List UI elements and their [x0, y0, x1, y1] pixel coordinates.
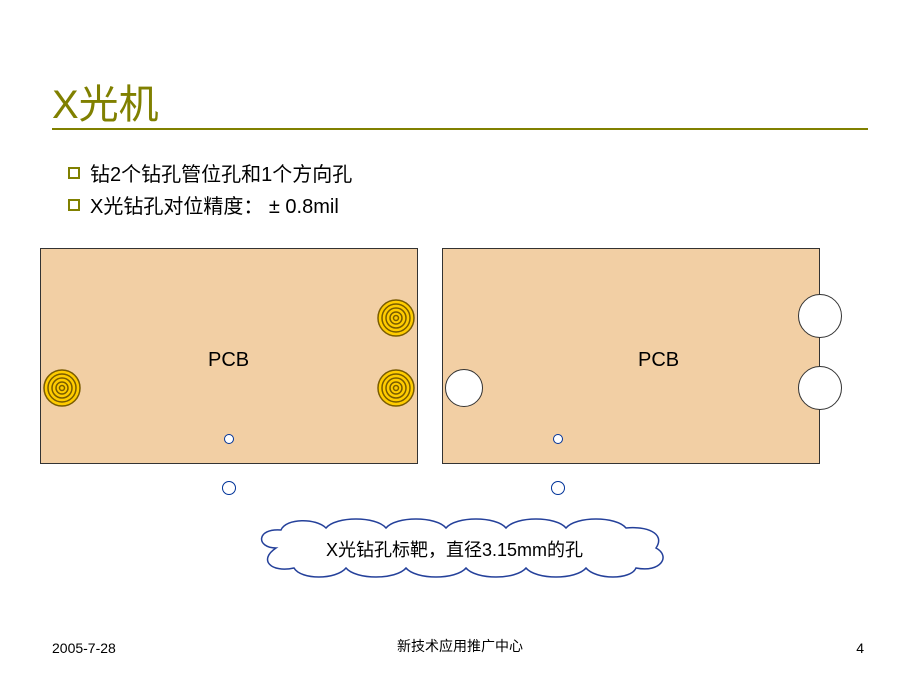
pcb-panel-right	[442, 248, 820, 464]
target-mark-left-3	[377, 369, 415, 407]
footer-center: 新技术应用推广中心	[0, 636, 920, 656]
pcb-label-left: PCB	[208, 349, 249, 372]
drilled-hole-right-1	[445, 369, 483, 407]
callout-text: X光钻孔标靶，直径3.15mm的孔	[326, 536, 583, 562]
direction-hole-left-outer	[222, 481, 236, 495]
target-mark-left-2	[377, 299, 415, 337]
bullet-icon	[68, 167, 80, 179]
target-mark-left-1	[43, 369, 81, 407]
pcb-label-right: PCB	[638, 349, 679, 372]
bullet-row-1: 钻2个钻孔管位孔和1个方向孔	[68, 158, 352, 187]
bullet-icon	[68, 199, 80, 211]
title-underline	[52, 128, 868, 130]
direction-hole-right-inner	[553, 434, 563, 444]
slide-title: X光机	[52, 72, 159, 130]
footer-page-number: 4	[856, 640, 864, 656]
bullet-row-2: X光钻孔对位精度： ± 0.8mil	[68, 190, 339, 219]
bullet-text-1: 钻2个钻孔管位孔和1个方向孔	[90, 158, 352, 187]
direction-hole-right-outer	[551, 481, 565, 495]
direction-hole-left-inner	[224, 434, 234, 444]
drilled-hole-right-3	[798, 366, 842, 410]
bullet-text-2: X光钻孔对位精度： ± 0.8mil	[90, 190, 339, 219]
drilled-hole-right-2	[798, 294, 842, 338]
